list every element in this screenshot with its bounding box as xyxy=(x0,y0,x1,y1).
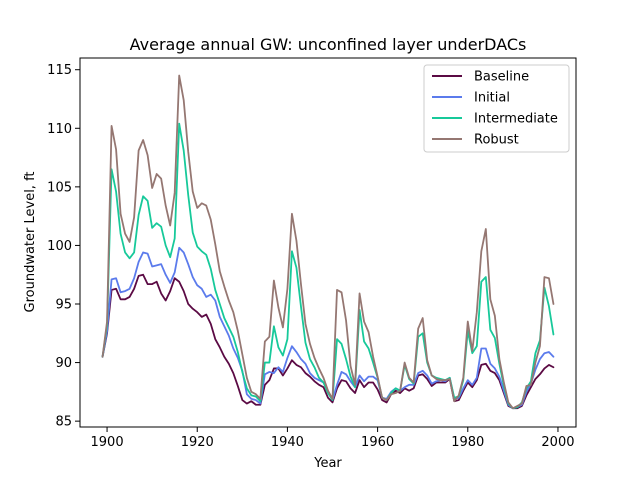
x-tick-label: 1900 xyxy=(91,435,124,450)
legend-label-intermediate: Intermediate xyxy=(474,112,558,127)
y-tick-label: 115 xyxy=(47,63,72,78)
plot-frame xyxy=(79,57,577,428)
x-axis: 1900 1920 1940 1960 1980 2000 xyxy=(91,427,575,450)
x-tick-label: 1960 xyxy=(361,435,394,450)
y-tick-label: 90 xyxy=(55,356,72,371)
legend-label-initial: Initial xyxy=(474,91,510,106)
legend-label-baseline: Baseline xyxy=(474,70,529,85)
legend-box xyxy=(423,64,570,153)
y-axis-label: Groundwater Level, ft xyxy=(23,171,38,312)
legend: Baseline Initial Intermediate Robust xyxy=(423,64,570,153)
series-line-robust xyxy=(101,74,555,410)
series-line-intermediate xyxy=(101,122,555,410)
series-layer xyxy=(101,74,555,410)
y-tick-label: 105 xyxy=(47,180,72,195)
series-line-baseline xyxy=(101,273,555,410)
legend-label-robust: Robust xyxy=(474,133,519,148)
y-tick-label: 85 xyxy=(55,415,72,430)
y-tick-label: 95 xyxy=(55,298,72,313)
y-axis: 85 90 95 100 105 110 115 xyxy=(47,63,80,430)
y-tick-label: 110 xyxy=(47,122,72,137)
x-tick-label: 1940 xyxy=(271,435,304,450)
y-tick-label: 100 xyxy=(47,239,72,254)
x-tick-label: 1920 xyxy=(181,435,214,450)
x-tick-label: 2000 xyxy=(541,435,574,450)
x-tick-label: 1980 xyxy=(451,435,484,450)
x-axis-label: Year xyxy=(313,456,342,471)
chart-title: Average annual GW: unconfined layer unde… xyxy=(130,35,527,54)
